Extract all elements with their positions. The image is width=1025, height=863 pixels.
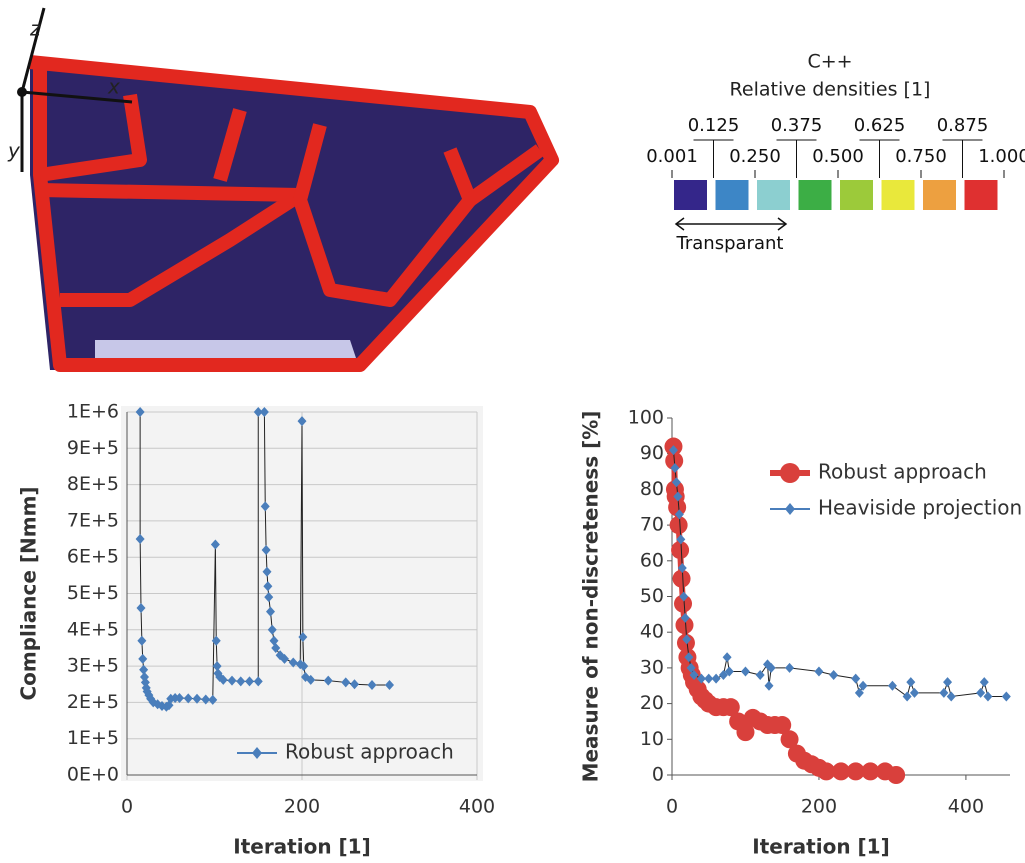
x-tick-label: 0: [121, 796, 133, 818]
density-swatch: [799, 180, 832, 210]
y-tick-label: 6E+5: [67, 546, 119, 568]
density-legend: C++ Relative densities [1] Transparant 0…: [646, 51, 1025, 255]
data-point: [756, 670, 765, 680]
density-label: 0.125: [688, 115, 740, 136]
data-point: [851, 674, 860, 684]
density-swatch: [882, 180, 915, 210]
y-tick-label: 10: [640, 728, 664, 750]
density-swatch: [965, 180, 998, 210]
y-tick-label: 50: [640, 585, 664, 607]
density-swatch: [840, 180, 873, 210]
data-point: [673, 570, 691, 588]
density-label: 0.250: [729, 146, 781, 167]
density-label: 0.625: [854, 115, 906, 136]
y-tick-label: 40: [640, 621, 664, 643]
data-point: [906, 677, 915, 687]
density-swatch: [674, 180, 707, 210]
x-axis-title: Iteration [1]: [233, 835, 370, 859]
transparent-label: Transparant: [676, 233, 784, 254]
figure: z x y C++ Relative densities [1] Transpa…: [0, 0, 1025, 863]
y-tick-label: 90: [640, 442, 664, 464]
data-point: [814, 666, 823, 676]
y-tick-label: 30: [640, 656, 664, 678]
y-tick-label: 4E+5: [67, 618, 119, 640]
x-tick-label: 200: [801, 796, 837, 818]
y-tick-label: 0E+0: [67, 764, 119, 786]
y-axis-title: Compliance [Nmm]: [17, 486, 41, 700]
y-tick-label: 1E+6: [67, 401, 119, 423]
y-tick-label: 100: [628, 407, 664, 429]
legend-label: Robust approach: [285, 740, 454, 764]
density-label: 0.001: [646, 146, 698, 167]
legend-title: C++: [807, 51, 852, 73]
legend-title: Relative densities [1]: [730, 79, 931, 101]
y-tick-label: 0: [652, 764, 664, 786]
x-tick-label: 400: [459, 796, 495, 818]
axis-z-label: z: [29, 17, 41, 41]
x-axis-title: Iteration [1]: [752, 835, 889, 859]
data-point: [670, 516, 688, 534]
data-point: [943, 677, 952, 687]
x-tick-label: 400: [948, 796, 984, 818]
data-point: [785, 663, 794, 673]
density-label: 0.500: [812, 146, 864, 167]
y-tick-label: 8E+5: [67, 473, 119, 495]
data-point: [829, 670, 838, 680]
axes-origin: [17, 87, 27, 97]
y-tick-label: 3E+5: [67, 655, 119, 677]
legend-label: Heaviside projection: [818, 496, 1022, 520]
data-point: [741, 666, 750, 676]
data-point: [764, 681, 773, 691]
data-point: [1002, 691, 1011, 701]
legend-label: Robust approach: [818, 460, 987, 484]
data-point: [723, 652, 732, 662]
legend-marker: [780, 463, 800, 483]
voxel-render: z x y: [7, 8, 555, 370]
density-label: 0.875: [937, 115, 989, 136]
transparent-arrow: [676, 218, 786, 230]
y-tick-label: 9E+5: [67, 437, 119, 459]
series-line: [673, 450, 1006, 696]
axis-y-label: y: [7, 139, 21, 163]
chart: 0 10 20 30 40 50 60 70 80 90 100 0 200 400 Iteration […: [579, 407, 1023, 859]
density-label: 0.750: [895, 146, 947, 167]
y-tick-label: 60: [640, 549, 664, 571]
y-tick-label: 20: [640, 692, 664, 714]
density-swatch: [716, 180, 749, 210]
y-tick-label: 1E+5: [67, 727, 119, 749]
data-point: [887, 766, 905, 784]
data-point: [888, 681, 897, 691]
legend-marker: [785, 503, 795, 515]
y-tick-label: 2E+5: [67, 691, 119, 713]
y-axis-title: Measure of non-discreteness [%]: [579, 411, 603, 783]
data-point: [671, 541, 689, 559]
x-tick-label: 0: [666, 796, 678, 818]
y-tick-label: 70: [640, 514, 664, 536]
y-tick-label: 5E+5: [67, 582, 119, 604]
data-point: [980, 677, 989, 687]
x-tick-label: 200: [284, 796, 320, 818]
y-tick-label: 80: [640, 478, 664, 500]
chart: 0E+0 1E+5 2E+5 3E+5 4E+5 5E+5 6E+5 7E+5 8E+5 9E+5…: [17, 401, 496, 859]
density-swatch: [923, 180, 956, 210]
density-label: 0.375: [771, 115, 823, 136]
density-swatch: [757, 180, 790, 210]
y-tick-label: 7E+5: [67, 509, 119, 531]
axis-x-label: x: [107, 75, 120, 99]
density-label: 1.000: [978, 146, 1025, 167]
